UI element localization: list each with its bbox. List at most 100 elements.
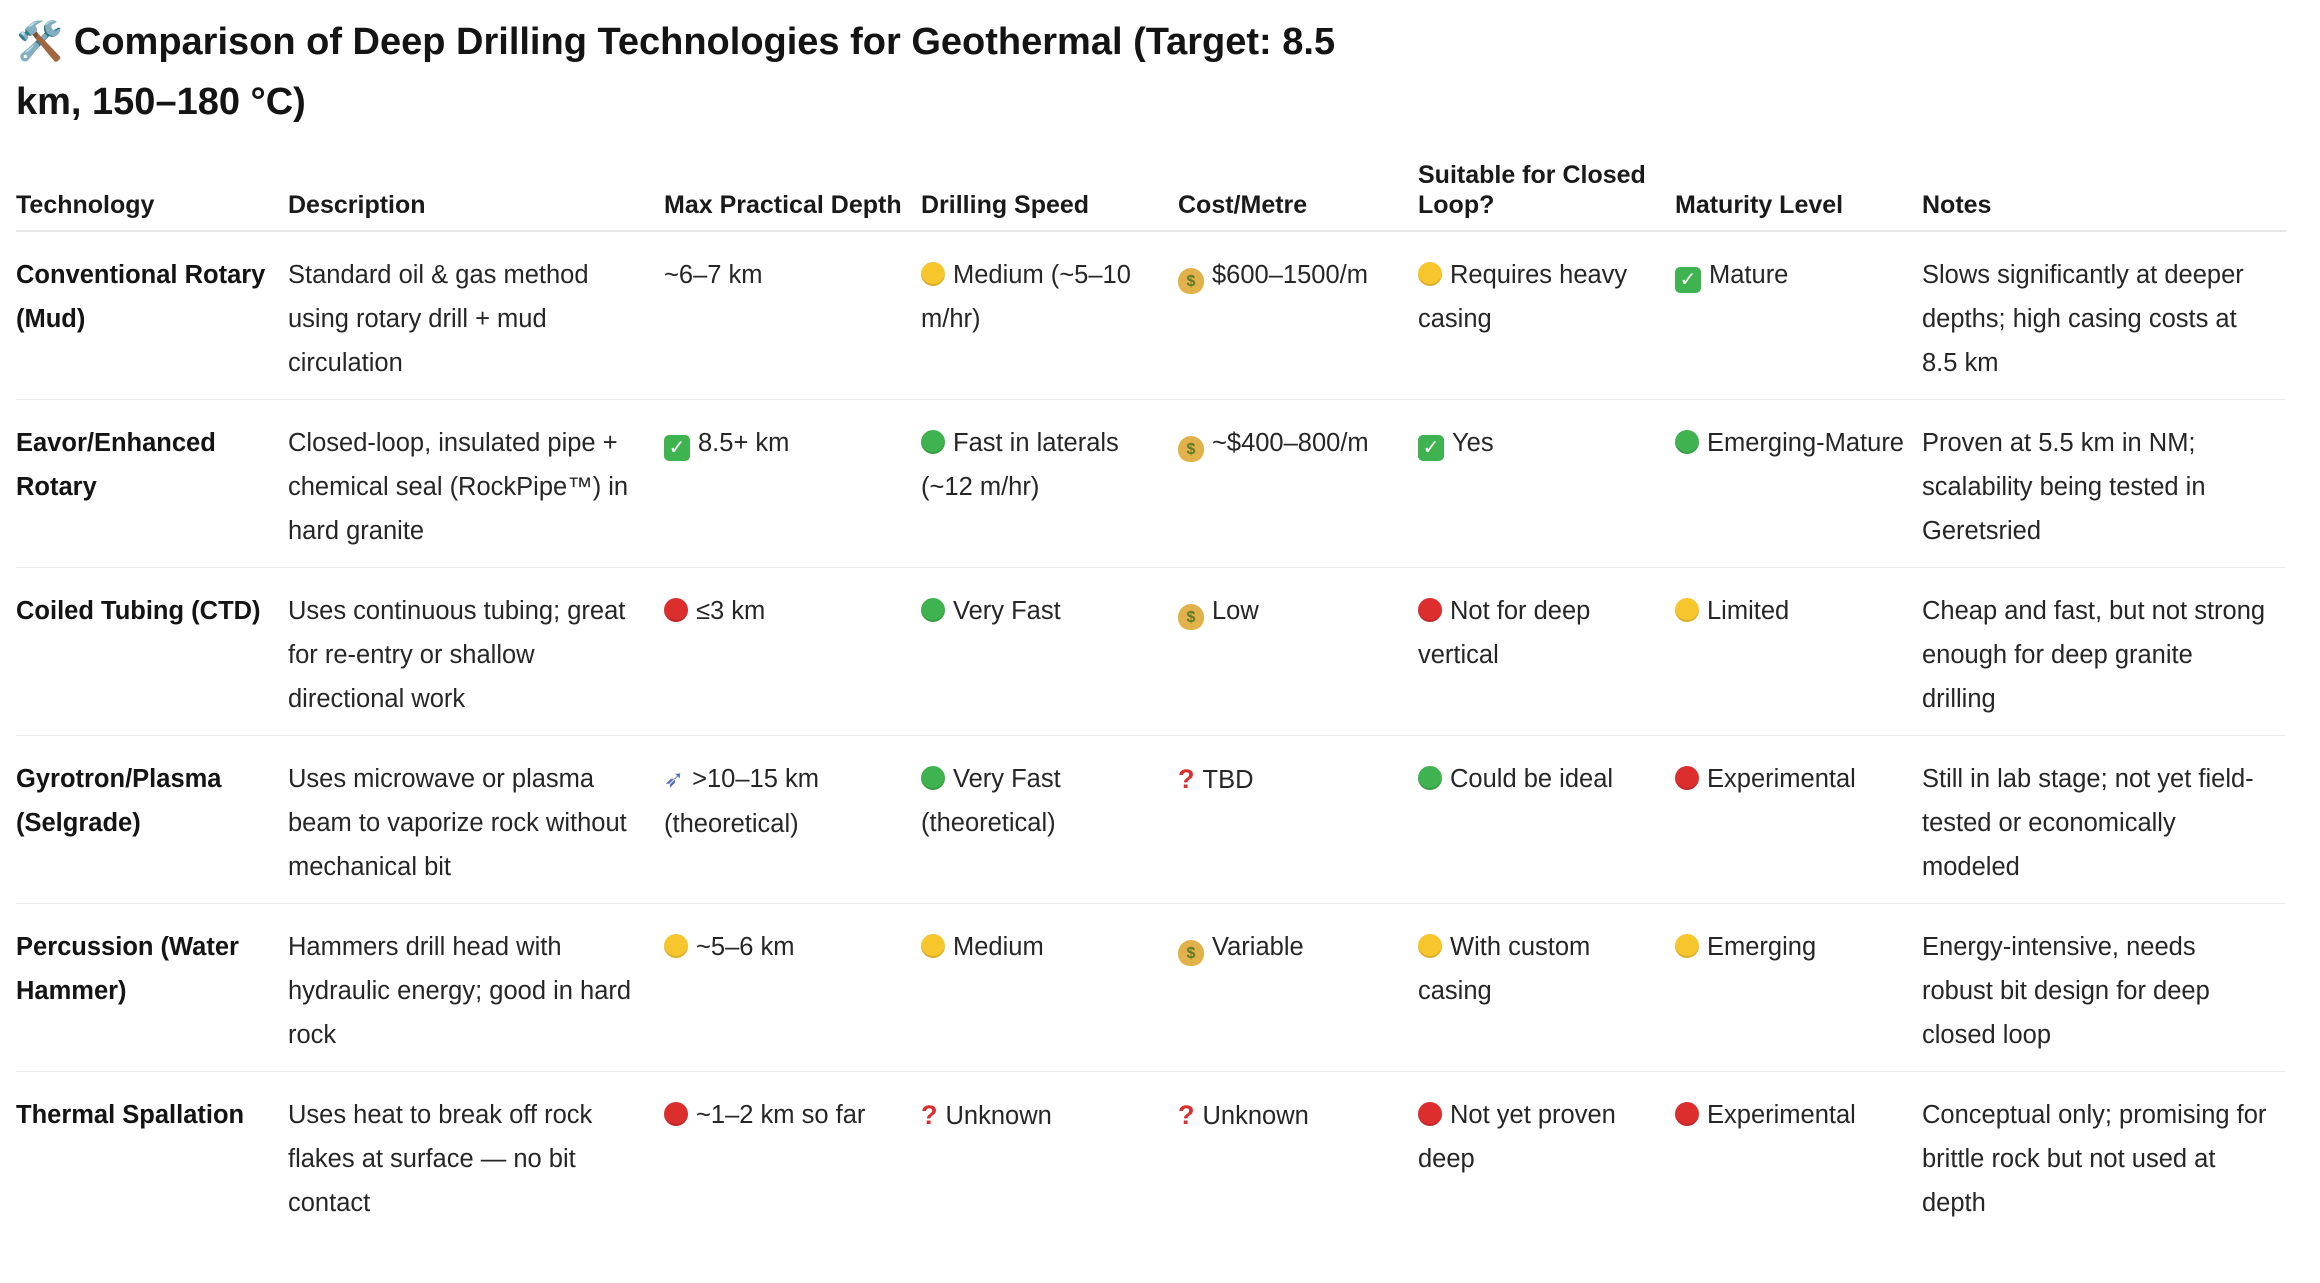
cell-drilling-speed: Very Fast (theoretical): [921, 735, 1178, 904]
cell-description: Uses continuous tubing; great for re-ent…: [288, 567, 664, 736]
cell-description: Closed-loop, insulated pipe + chemical s…: [288, 399, 664, 568]
cell-drilling-speed-text: Fast in laterals (~12 m/hr): [921, 429, 1119, 501]
yellow-circle-icon: [664, 934, 688, 958]
cell-maturity-text: Emerging: [1707, 933, 1817, 961]
table-row: Thermal Spallation Uses heat to break off…: [16, 1072, 2286, 1240]
cell-maturity-text: Experimental: [1707, 765, 1856, 793]
table-row: Gyrotron/Plasma (Selgrade) Uses microwave…: [16, 735, 2286, 904]
cell-drilling-speed: Fast in laterals (~12 m/hr): [921, 399, 1178, 568]
cell-drilling-speed-text: Medium: [953, 933, 1044, 961]
table-body: Conventional Rotary (Mud) Standard oil & …: [16, 231, 2286, 1239]
red-circle-icon: [664, 1102, 688, 1126]
cell-description: Uses heat to break off rock flakes at su…: [288, 1101, 593, 1217]
question-mark-icon: ?: [1178, 1100, 1195, 1130]
green-circle-icon: [921, 598, 945, 622]
check-mark-icon: ✓: [664, 435, 690, 461]
red-circle-icon: [1418, 598, 1442, 622]
green-circle-icon: [1675, 430, 1699, 454]
cell-drilling-speed: ? Unknown: [921, 1072, 1178, 1240]
column-header-technology: Technology: [16, 160, 288, 232]
column-header-description: Description: [288, 160, 664, 232]
cell-closed-loop-text: With custom casing: [1418, 933, 1591, 1005]
cell-technology: Eavor/Enhanced Rotary: [16, 399, 288, 568]
cell-max-depth: ➶ >10–15 km (theoretical): [664, 735, 921, 904]
yellow-circle-icon: [1418, 262, 1442, 286]
column-header-closed-loop: Suitable for Closed Loop?: [1418, 160, 1675, 232]
red-circle-icon: [664, 598, 688, 622]
cell-drilling-speed: Medium: [921, 903, 1178, 1072]
cell-notes: Proven at 5.5 km in NM; scalability bein…: [1922, 399, 2286, 568]
cell-closed-loop-text: Could be ideal: [1450, 765, 1614, 793]
green-circle-icon: [921, 430, 945, 454]
cell-cost: $ ~$400–800/m: [1178, 399, 1418, 568]
money-bag-icon: $: [1178, 940, 1204, 966]
cell-cost-text: Unknown: [1202, 1102, 1309, 1130]
cell-maturity-text: Experimental: [1707, 1101, 1856, 1129]
cell-drilling-speed: Very Fast: [921, 567, 1178, 736]
cell-notes: Slows significantly at deeper depths; hi…: [1922, 231, 2286, 400]
cell-cost-text: TBD: [1202, 766, 1254, 794]
cell-drilling-speed-text: Very Fast: [953, 597, 1061, 625]
cell-max-depth: ~6–7 km: [664, 231, 921, 400]
cell-max-depth-text: ~1–2 km so far: [696, 1101, 866, 1129]
cell-cost: $ Variable: [1178, 903, 1418, 1072]
cell-max-depth: ~1–2 km so far: [664, 1072, 921, 1240]
check-mark-icon: ✓: [1675, 267, 1701, 293]
cell-maturity: Limited: [1675, 567, 1922, 736]
cell-max-depth-text: 8.5+ km: [698, 429, 790, 457]
table-header-row: Technology Description Max Practical Dep…: [16, 160, 2286, 232]
rocket-icon: ➶: [664, 766, 685, 793]
cell-drilling-speed-text: Medium (~5–10 m/hr): [921, 261, 1131, 333]
red-circle-icon: [1675, 766, 1699, 790]
cell-cost: $ Low: [1178, 567, 1418, 736]
comparison-table: Technology Description Max Practical Dep…: [16, 160, 2286, 1239]
check-mark-icon: ✓: [1418, 435, 1444, 461]
cell-description: Uses microwave or plasma beam to vaporiz…: [288, 735, 664, 904]
cell-maturity: Experimental: [1675, 735, 1922, 904]
table-row: Percussion (Water Hammer) Hammers drill h…: [16, 903, 2286, 1072]
cell-closed-loop-text: Yes: [1452, 429, 1494, 457]
cell-closed-loop-text: Requires heavy casing: [1418, 261, 1628, 333]
cell-maturity: Experimental: [1675, 1072, 1922, 1240]
cell-technology: Gyrotron/Plasma (Selgrade): [16, 735, 288, 904]
cell-cost-text: Low: [1212, 597, 1259, 625]
cell-closed-loop: With custom casing: [1418, 903, 1675, 1072]
page-title: 🛠️ Comparison of Deep Drilling Technolog…: [16, 21, 1336, 123]
cell-cost: ? TBD: [1178, 735, 1418, 904]
cell-maturity: Emerging: [1675, 903, 1922, 1072]
cell-closed-loop: Requires heavy casing: [1418, 231, 1675, 400]
red-circle-icon: [1418, 1102, 1442, 1126]
cell-max-depth-text: ~6–7 km: [664, 261, 763, 289]
cell-closed-loop-text: Not for deep vertical: [1418, 597, 1591, 669]
cell-closed-loop-text: Not yet proven deep: [1418, 1101, 1616, 1173]
table-row: Coiled Tubing (CTD) Uses continuous tubin…: [16, 567, 2286, 736]
cell-notes: Conceptual only; promising for brittle r…: [1922, 1101, 2267, 1217]
money-bag-icon: $: [1178, 436, 1204, 462]
column-header-notes: Notes: [1922, 160, 2286, 232]
cell-technology: Conventional Rotary (Mud): [16, 231, 288, 400]
cell-closed-loop: Could be ideal: [1418, 735, 1675, 904]
red-circle-icon: [1675, 1102, 1699, 1126]
column-header-max-depth: Max Practical Depth: [664, 160, 921, 232]
green-circle-icon: [921, 766, 945, 790]
table-row: Conventional Rotary (Mud) Standard oil & …: [16, 231, 2286, 400]
cell-cost-text: ~$400–800/m: [1212, 429, 1369, 457]
cell-maturity: Emerging-Mature: [1675, 399, 1922, 568]
cell-max-depth: ≤3 km: [664, 567, 921, 736]
cell-description: Hammers drill head with hydraulic energy…: [288, 903, 664, 1072]
cell-cost: ? Unknown: [1178, 1072, 1418, 1240]
yellow-circle-icon: [1418, 934, 1442, 958]
green-circle-icon: [1418, 766, 1442, 790]
cell-maturity-text: Limited: [1707, 597, 1790, 625]
column-header-cost: Cost/Metre: [1178, 160, 1418, 232]
yellow-circle-icon: [1675, 934, 1699, 958]
money-bag-icon: $: [1178, 268, 1204, 294]
cell-drilling-speed: Medium (~5–10 m/hr): [921, 231, 1178, 400]
cell-description: Standard oil & gas method using rotary d…: [288, 231, 664, 400]
cell-closed-loop: Not for deep vertical: [1418, 567, 1675, 736]
yellow-circle-icon: [921, 262, 945, 286]
cell-maturity: ✓ Mature: [1675, 231, 1922, 400]
cell-max-depth-text: >10–15 km (theoretical): [664, 765, 819, 838]
cell-drilling-speed-text: Very Fast (theoretical): [921, 765, 1061, 837]
cell-cost-text: $600–1500/m: [1212, 261, 1368, 289]
